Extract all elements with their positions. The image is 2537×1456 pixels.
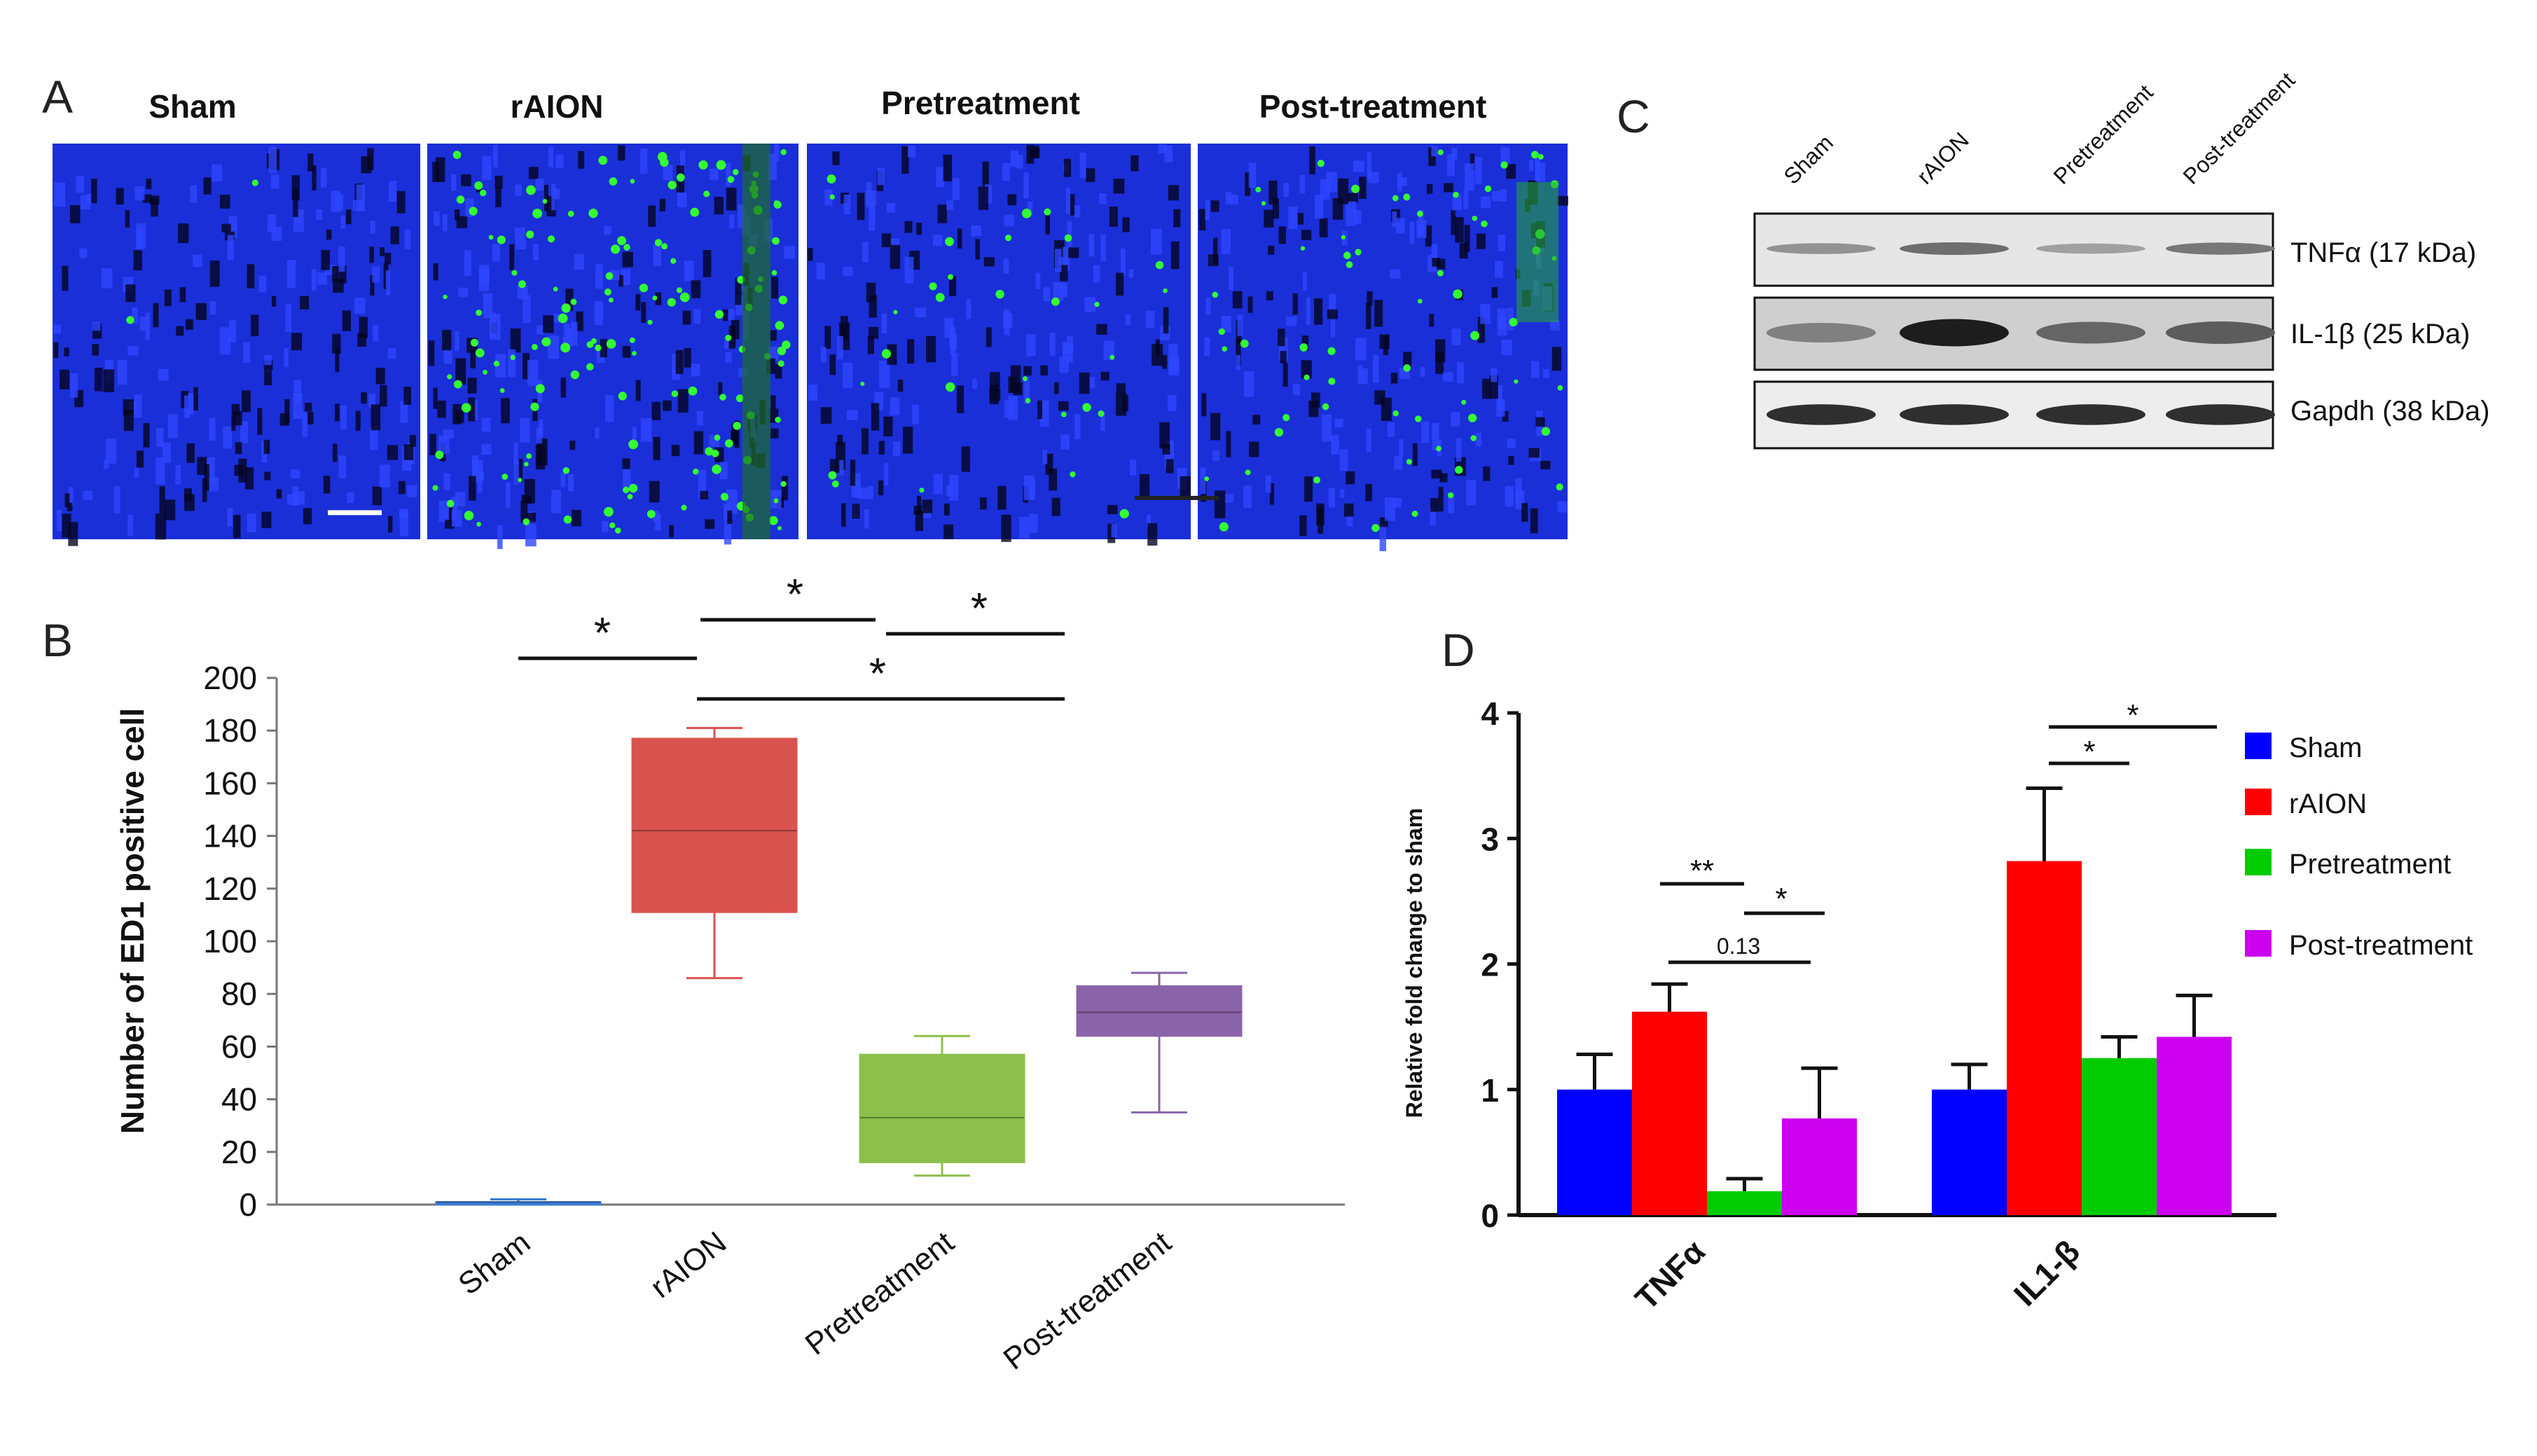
panel-b-letter: B — [42, 614, 74, 666]
legend-label: rAION — [2289, 789, 2367, 819]
bar — [1707, 1191, 1782, 1215]
blot-band — [2166, 321, 2275, 344]
y-tick-label: 120 — [203, 871, 257, 907]
significance-label: * — [2127, 698, 2138, 733]
blot-label-il1b: IL-1β (25 kDa) — [2290, 319, 2470, 349]
panel-c-letter: C — [1617, 90, 1650, 142]
y-tick-label: 2 — [1481, 947, 1499, 983]
legend-swatch — [2245, 930, 2272, 957]
significance-label: * — [971, 585, 988, 633]
y-tick-label: 200 — [203, 660, 257, 696]
y-tick-label: 4 — [1481, 695, 1499, 732]
blot-band — [1767, 323, 1876, 342]
y-tick-label: 3 — [1481, 821, 1499, 857]
significance-label: 0.13 — [1717, 934, 1760, 959]
y-tick-label: 100 — [203, 923, 257, 959]
blot-label-tnfa: TNFα (17 kDa) — [2290, 237, 2476, 268]
bar — [1932, 1089, 2007, 1215]
panel-a-letter: A — [42, 71, 74, 123]
blot-band — [1767, 404, 1876, 425]
blot-band — [1900, 319, 2009, 347]
image-title-post-treatment: Post-treatment — [1259, 88, 1487, 125]
y-tick-label: 40 — [221, 1081, 257, 1118]
y-tick-label: 180 — [203, 712, 257, 749]
bar — [2007, 861, 2082, 1215]
significance-label: * — [1775, 882, 1787, 916]
y-tick-label: 60 — [221, 1028, 257, 1065]
y-tick-label: 0 — [1481, 1198, 1499, 1234]
y-tick-label: 0 — [239, 1186, 257, 1223]
significance-label: * — [787, 571, 803, 619]
image-title-raion: rAION — [510, 88, 604, 125]
bar-chart-y-axis-label: Relative fold change to sham — [1402, 808, 1427, 1118]
blot-band — [2166, 404, 2275, 425]
box-3 — [1076, 985, 1243, 1037]
y-tick-label: 1 — [1481, 1072, 1499, 1109]
box-1 — [631, 737, 798, 913]
image-title-sham: Sham — [148, 88, 237, 125]
blot-band — [2036, 321, 2145, 344]
significance-label: * — [594, 609, 611, 658]
blot-band — [1900, 242, 2009, 255]
bar — [1632, 1011, 1707, 1215]
legend-label: Post-treatment — [2289, 930, 2473, 961]
blot-band — [1767, 243, 1876, 254]
blot-band — [2166, 242, 2275, 255]
blot-band — [1900, 404, 2009, 425]
box-2 — [859, 1053, 1025, 1163]
box-0 — [435, 1201, 602, 1206]
blot-band — [2036, 243, 2145, 254]
x-category-label: TNFα — [1628, 1233, 1712, 1317]
x-category-label: IL1-β — [2007, 1233, 2087, 1312]
legend-swatch — [2245, 849, 2272, 875]
y-tick-label: 80 — [221, 976, 257, 1012]
significance-label: * — [869, 650, 886, 698]
legend-swatch — [2245, 789, 2272, 815]
y-tick-label: 160 — [203, 765, 257, 801]
significance-label: * — [2083, 735, 2095, 769]
box-plot-y-axis-label: Number of ED1 positive cell — [114, 708, 151, 1134]
blot-label-gapdh: Gapdh (38 kDa) — [2290, 396, 2490, 427]
bar — [1557, 1089, 1632, 1215]
bar — [2082, 1058, 2157, 1215]
legend-swatch — [2245, 733, 2272, 759]
bar — [2157, 1036, 2232, 1215]
legend-label: Sham — [2289, 733, 2363, 763]
image-title-pretreatment: Pretreatment — [881, 85, 1080, 121]
bar — [1782, 1118, 1857, 1215]
blot-band — [2036, 404, 2145, 425]
panel-d-letter: D — [1442, 624, 1475, 676]
legend-label: Pretreatment — [2289, 849, 2451, 880]
y-tick-label: 20 — [221, 1134, 257, 1170]
y-tick-label: 140 — [203, 818, 257, 854]
significance-label: ** — [1690, 854, 1714, 888]
